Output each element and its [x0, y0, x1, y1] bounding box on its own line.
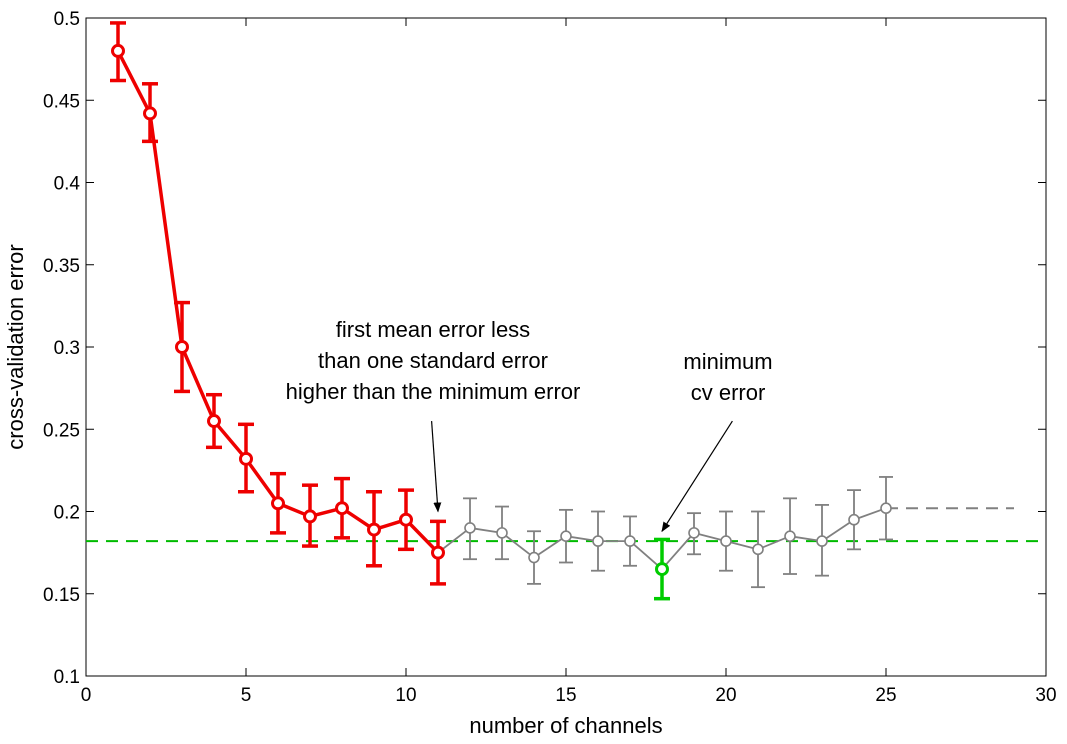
series-2 — [654, 537, 670, 601]
data-point-0-8 — [367, 522, 381, 537]
data-point-2-0 — [655, 562, 669, 577]
data-point-1-3 — [528, 551, 540, 564]
y-tick-label-2: 0.2 — [54, 503, 80, 524]
data-point-1-14 — [880, 502, 892, 515]
annotation-1-arrow — [661, 420, 733, 533]
data-point-0-7 — [335, 501, 349, 516]
data-point-0-4 — [239, 451, 253, 466]
data-point-0-10 — [431, 545, 445, 560]
y-tick-label-7: 0.45 — [43, 91, 80, 112]
data-point-1-4 — [560, 530, 572, 542]
data-point-0-6 — [303, 509, 317, 524]
series-0 — [110, 21, 446, 586]
x-tick-label-4: 20 — [715, 685, 736, 706]
x-tick-label-3: 15 — [555, 685, 576, 706]
annotations-layer: first mean error less than one standard e… — [286, 317, 773, 533]
x-axis-title: number of channels — [469, 713, 662, 738]
plot-area — [85, 17, 1047, 677]
data-point-1-10 — [752, 543, 764, 556]
x-tick-label-5: 25 — [875, 685, 896, 706]
data-point-1-11 — [784, 530, 796, 542]
y-tick-label-1: 0.15 — [43, 585, 80, 606]
y-tick-label-6: 0.4 — [54, 174, 81, 195]
data-point-0-9 — [399, 512, 413, 527]
series-1 — [432, 476, 893, 589]
data-point-0-5 — [271, 496, 285, 511]
x-tick-label-6: 30 — [1035, 685, 1056, 706]
data-point-1-6 — [624, 535, 636, 547]
data-point-0-0 — [111, 43, 125, 58]
annotation-1-line-1: cv error — [691, 380, 766, 405]
annotation-0-line-0: first mean error less — [336, 317, 530, 342]
annotation-1-line-0: minimum — [683, 349, 772, 374]
series-layer — [110, 21, 893, 601]
axes-layer: 0 5 10 15 20 25 30 0.1 0.15 0.2 0.25 0.3 0.35 0.4 0.45… — [43, 9, 1057, 706]
y-tick-label-8: 0.5 — [54, 9, 80, 30]
annotation-0-arrow — [431, 420, 442, 513]
data-point-1-2 — [496, 527, 508, 539]
data-point-1-5 — [592, 535, 604, 547]
annotation-0-line-2: higher than the minimum error — [286, 379, 581, 404]
y-tick-label-5: 0.35 — [43, 256, 80, 277]
annotation-0-line-1: than one standard error — [318, 348, 548, 373]
data-point-0-2 — [175, 340, 189, 354]
data-point-1-12 — [816, 535, 828, 547]
x-tick-label-1: 5 — [241, 685, 252, 706]
data-point-1-13 — [848, 513, 860, 526]
y-tick-label-0: 0.1 — [54, 667, 80, 688]
y-tick-label-4: 0.3 — [54, 338, 80, 359]
data-point-1-9 — [720, 535, 732, 547]
x-tick-label-0: 0 — [81, 685, 92, 706]
x-tick-label-2: 10 — [395, 685, 416, 706]
data-point-0-1 — [143, 106, 157, 121]
data-point-1-1 — [464, 522, 476, 534]
data-point-1-8 — [688, 527, 700, 539]
y-tick-label-3: 0.25 — [43, 420, 80, 441]
data-point-0-3 — [207, 414, 221, 429]
y-axis-title: cross-validation error — [3, 244, 28, 449]
